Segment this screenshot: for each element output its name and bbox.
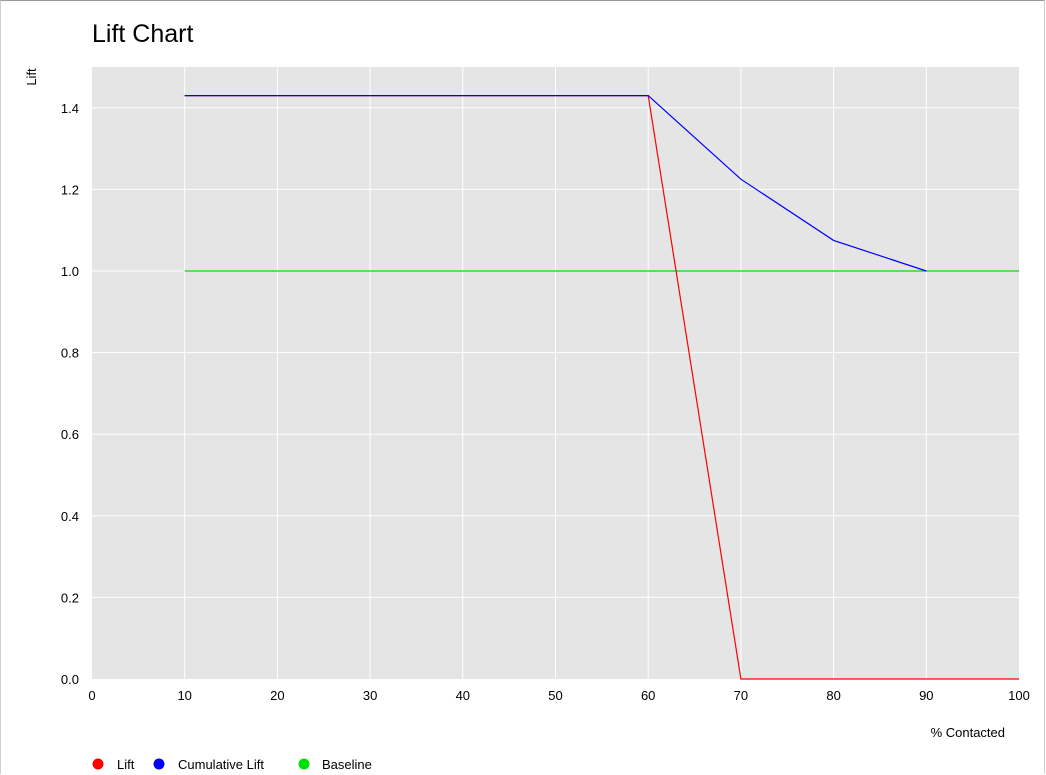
chart-title: Lift Chart <box>92 20 193 48</box>
y-tick-label: 1.0 <box>61 264 79 279</box>
x-axis-label: % Contacted <box>931 725 1005 740</box>
y-tick-label: 1.4 <box>61 101 79 116</box>
y-tick-label: 1.2 <box>61 182 79 197</box>
legend-label-cumulative-lift: Cumulative Lift <box>178 757 264 772</box>
y-tick-label: 0.0 <box>61 672 79 687</box>
legend: Lift Cumulative Lift Baseline <box>92 757 372 772</box>
y-tick-label: 0.4 <box>61 509 79 524</box>
y-tick-label: 0.6 <box>61 427 79 442</box>
x-tick-label: 60 <box>641 688 655 703</box>
x-tick-label: 30 <box>363 688 377 703</box>
y-tick-labels: 0.0 0.2 0.4 0.6 0.8 1.0 1.2 1.4 <box>61 101 79 687</box>
legend-label-baseline: Baseline <box>322 757 372 772</box>
x-tick-label: 70 <box>734 688 748 703</box>
legend-label-lift: Lift <box>117 757 135 772</box>
y-tick-label: 0.2 <box>61 590 79 605</box>
x-tick-label: 80 <box>826 688 840 703</box>
series-line-cumulative-lift <box>184 94 927 272</box>
x-tick-label: 100 <box>1008 688 1030 703</box>
legend-marker-baseline <box>298 758 310 770</box>
x-tick-label: 10 <box>177 688 191 703</box>
y-axis-label: Lift <box>24 68 39 86</box>
x-tick-label: 20 <box>270 688 284 703</box>
y-tick-label: 0.8 <box>61 346 79 361</box>
x-tick-label: 50 <box>548 688 562 703</box>
x-tick-labels: 0 10 20 30 40 50 60 70 80 90 100 <box>88 688 1029 703</box>
x-tick-label: 40 <box>456 688 470 703</box>
legend-marker-cumulative-lift <box>153 758 165 770</box>
legend-marker-lift <box>92 758 104 770</box>
x-tick-label: 0 <box>88 688 95 703</box>
series-layer <box>184 94 1019 680</box>
x-tick-label: 90 <box>919 688 933 703</box>
